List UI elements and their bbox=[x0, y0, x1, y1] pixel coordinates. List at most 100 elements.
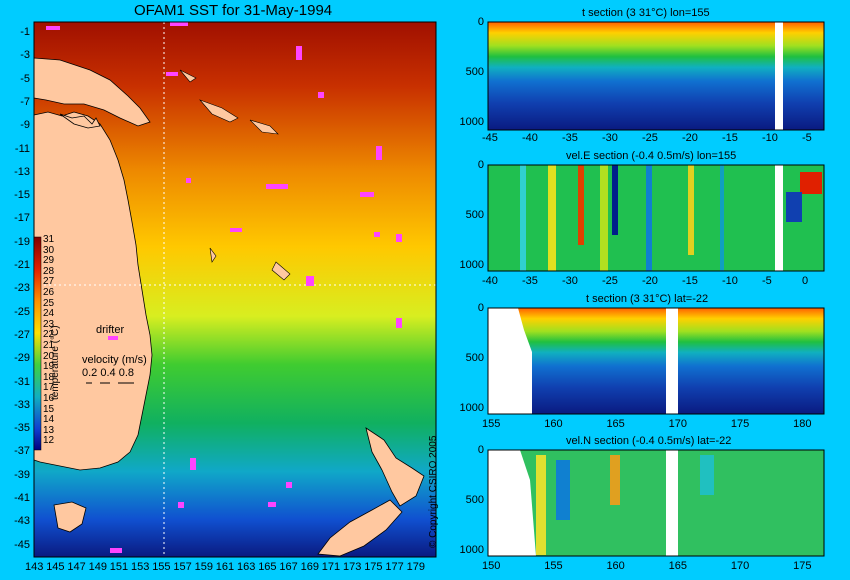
panel-3-depth-tick: 500 bbox=[465, 351, 484, 364]
lon-tick-label: 169 bbox=[300, 561, 319, 573]
colorbar-tick-label: 21 bbox=[43, 340, 55, 351]
lat-tick-label: -11 bbox=[14, 142, 30, 155]
velocity-label: velocity (m/s) bbox=[82, 354, 147, 366]
colorbar-tick-label: 19 bbox=[43, 361, 55, 373]
panel-2-x-tick: -35 bbox=[522, 275, 538, 287]
lon-tick-label: 167 bbox=[279, 561, 298, 573]
tasmania-land bbox=[53, 501, 87, 533]
panel-4-depth-tick: 1000 bbox=[459, 543, 484, 556]
colorbar-tick-label: 31 bbox=[43, 234, 55, 245]
lat-tick-label: -23 bbox=[14, 282, 30, 295]
panel-2-field bbox=[488, 165, 824, 271]
panel-3-title: t section (3 31°C) lat=-22 bbox=[586, 293, 709, 305]
lat-tick-label: -41 bbox=[14, 492, 30, 504]
lat-tick-label: -13 bbox=[14, 165, 30, 178]
panel-2-depth-tick: 1000 bbox=[459, 258, 484, 271]
lat-tick-label: -9 bbox=[20, 119, 30, 132]
lon-tick-label: 155 bbox=[152, 561, 171, 573]
lat-tick-label: -19 bbox=[14, 235, 30, 248]
panel-4-x-tick: 155 bbox=[544, 560, 563, 572]
map-title: OFAM1 SST for 31-May-1994 bbox=[134, 2, 333, 19]
panel-3-depth-tick: 0 bbox=[477, 302, 484, 314]
panel-2-x-tick: -40 bbox=[482, 275, 498, 287]
new-zealand-south bbox=[317, 499, 403, 557]
panel-2-stripes bbox=[520, 165, 822, 271]
colorbar-tick-label: 12 bbox=[43, 435, 55, 447]
panel-3-x-tick: 180 bbox=[793, 418, 812, 430]
lon-tick-label: 171 bbox=[321, 561, 341, 573]
panel-1-x-tick: -40 bbox=[522, 132, 538, 144]
panel-1-field bbox=[488, 22, 824, 130]
panel-1-x-tick: -25 bbox=[642, 132, 658, 144]
lat-tick-label: -35 bbox=[14, 422, 30, 435]
lon-tick-label: 179 bbox=[406, 561, 425, 573]
lat-tick-label: -15 bbox=[14, 189, 30, 202]
panel-2-x-tick: 0 bbox=[802, 275, 809, 287]
lon-tick-label: 143 bbox=[25, 561, 44, 573]
lon-tick-label: 149 bbox=[88, 561, 107, 573]
lat-tick-label: -1 bbox=[20, 26, 30, 38]
panel-2-x-tick: -25 bbox=[602, 275, 618, 287]
lon-tick-label: 163 bbox=[237, 561, 256, 573]
colorbar-tick-label: 30 bbox=[43, 244, 55, 256]
panel-1-x-tick: -5 bbox=[802, 132, 812, 144]
drifter-tracks bbox=[46, 22, 402, 553]
panel-1-x-tick: -35 bbox=[562, 132, 578, 144]
colorbar-tick-label: 16 bbox=[43, 393, 55, 404]
panel-2-x-tick: -20 bbox=[642, 275, 658, 287]
legend-drifter-swatch bbox=[108, 336, 118, 340]
lat-tick-label: -21 bbox=[14, 259, 30, 271]
panel-2-x-tick: -15 bbox=[682, 275, 698, 287]
colorbar-tick-label: 25 bbox=[43, 297, 55, 309]
velocity-values: 0.2 0.4 0.8 bbox=[82, 367, 134, 379]
colorbar-tick-label: 29 bbox=[43, 255, 55, 267]
new-zealand-north bbox=[365, 427, 425, 507]
panel-1-depth-tick: 500 bbox=[465, 65, 484, 78]
panel-4-depth-tick: 0 bbox=[477, 444, 484, 456]
lon-tick-label: 165 bbox=[258, 561, 277, 573]
panel-2-x-tick: -30 bbox=[562, 275, 578, 287]
colorbar-tick-label: 24 bbox=[43, 308, 55, 320]
lon-tick-label: 147 bbox=[67, 561, 86, 573]
lat-tick-label: -25 bbox=[14, 305, 30, 318]
lat-tick-label: -39 bbox=[14, 468, 30, 481]
panel-1-depth-tick: 1000 bbox=[459, 115, 484, 128]
temperature-colorbar bbox=[33, 236, 42, 451]
colorbar-tick-label: 14 bbox=[43, 414, 55, 426]
lon-tick-label: 151 bbox=[109, 561, 129, 573]
colorbar-tick-label: 20 bbox=[43, 350, 55, 362]
lon-tick-label: 175 bbox=[364, 561, 383, 573]
lat-tick-label: -3 bbox=[20, 49, 30, 62]
drifter-label: drifter bbox=[96, 324, 125, 336]
colorbar-tick-label: 28 bbox=[43, 265, 55, 277]
panel-4-title: vel.N section (-0.4 0.5m/s) lat=-22 bbox=[566, 435, 732, 447]
lon-tick-label: 177 bbox=[385, 561, 404, 573]
panel-3-field bbox=[488, 308, 824, 414]
colorbar-tick-label: 13 bbox=[43, 424, 55, 436]
sst-map bbox=[33, 21, 437, 558]
panel-3-x-tick: 170 bbox=[668, 418, 688, 430]
lon-tick-label: 173 bbox=[343, 561, 362, 573]
lon-tick-label: 161 bbox=[215, 561, 235, 573]
panel-4-x-tick: 170 bbox=[730, 560, 750, 572]
lat-tick-label: -27 bbox=[14, 328, 30, 341]
cape-york bbox=[59, 113, 101, 129]
panel-2-title: vel.E section (-0.4 0.5m/s) lon=155 bbox=[566, 150, 737, 162]
copyright-notice: © Copyright CSIRO 2005 bbox=[428, 435, 439, 548]
section-panels bbox=[487, 21, 825, 557]
panel-1-x-tick: -30 bbox=[602, 132, 618, 144]
panel-1-x-tick: -45 bbox=[482, 132, 498, 144]
colorbar-tick-label: 26 bbox=[43, 287, 55, 298]
colorbar-tick-label: 22 bbox=[43, 329, 55, 341]
panel-1-x-tick: -10 bbox=[762, 132, 778, 144]
panel-1-x-tick: -20 bbox=[682, 132, 698, 144]
lat-tick-label: -7 bbox=[20, 95, 30, 108]
lon-tick-label: 145 bbox=[46, 561, 65, 573]
panel-2-x-tick: -10 bbox=[722, 275, 738, 287]
colorbar-tick-label: 15 bbox=[43, 403, 55, 415]
panel-4-x-tick: 175 bbox=[793, 560, 812, 572]
lon-tick-label: 153 bbox=[131, 561, 150, 573]
panel-4-depth-tick: 500 bbox=[465, 493, 484, 506]
colorbar-tick-label: 23 bbox=[43, 318, 55, 330]
